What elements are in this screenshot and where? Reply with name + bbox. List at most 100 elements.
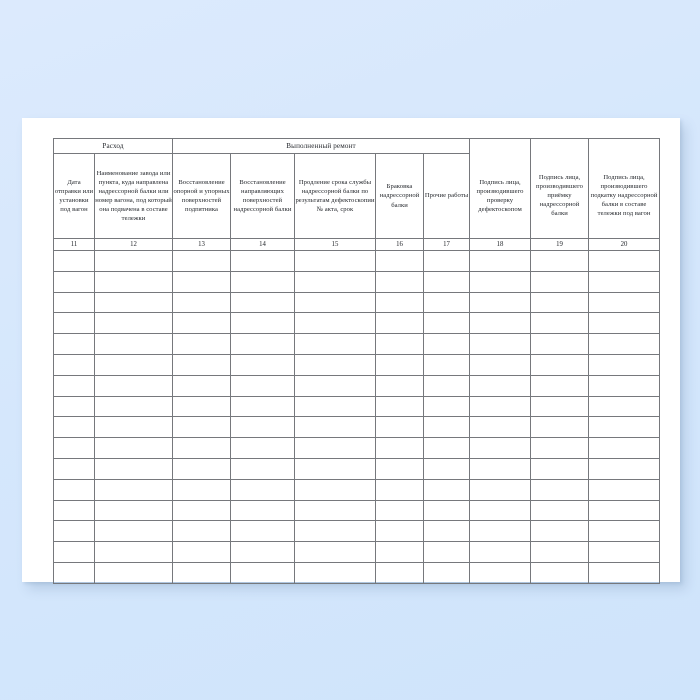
cell-col12[interactable]: [94, 374, 173, 397]
table-row[interactable]: [53, 561, 661, 584]
cell-col17[interactable]: [422, 312, 471, 335]
cell-col11[interactable]: [53, 374, 95, 397]
cell-col20[interactable]: [588, 520, 661, 543]
cell-col19[interactable]: [530, 561, 590, 584]
cell-col14[interactable]: [230, 353, 295, 376]
table-row[interactable]: [53, 499, 661, 522]
cell-col20[interactable]: [588, 437, 661, 459]
cell-col20[interactable]: [588, 478, 661, 501]
cell-col17[interactable]: [422, 541, 471, 563]
cell-col18[interactable]: [469, 333, 532, 355]
cell-col17[interactable]: [422, 374, 471, 397]
cell-col20[interactable]: [588, 270, 661, 293]
cell-col17[interactable]: [422, 416, 471, 439]
cell-col12[interactable]: [94, 291, 173, 314]
cell-col12[interactable]: [94, 353, 173, 376]
cell-col16[interactable]: [375, 561, 424, 584]
cell-col11[interactable]: [53, 561, 95, 584]
cell-col11[interactable]: [53, 250, 95, 272]
cell-col15[interactable]: [294, 395, 376, 418]
table-row[interactable]: [53, 374, 661, 397]
cell-col14[interactable]: [230, 291, 295, 314]
cell-col17[interactable]: [422, 499, 471, 522]
cell-col15[interactable]: [294, 374, 376, 397]
cell-col18[interactable]: [469, 395, 532, 418]
cell-col11[interactable]: [53, 291, 95, 314]
cell-col11[interactable]: [53, 270, 95, 293]
cell-col11[interactable]: [53, 520, 95, 543]
cell-col13[interactable]: [172, 499, 231, 522]
cell-col18[interactable]: [469, 457, 532, 480]
cell-col19[interactable]: [530, 291, 590, 314]
cell-col15[interactable]: [294, 353, 376, 376]
cell-col14[interactable]: [230, 437, 295, 459]
cell-col15[interactable]: [294, 437, 376, 459]
cell-col12[interactable]: [94, 499, 173, 522]
cell-col15[interactable]: [294, 561, 376, 584]
table-row[interactable]: [53, 291, 661, 314]
cell-col16[interactable]: [375, 478, 424, 501]
cell-col13[interactable]: [172, 353, 231, 376]
cell-col19[interactable]: [530, 520, 590, 543]
cell-col13[interactable]: [172, 333, 231, 355]
cell-col14[interactable]: [230, 333, 295, 355]
cell-col14[interactable]: [230, 499, 295, 522]
cell-col20[interactable]: [588, 561, 661, 584]
cell-col11[interactable]: [53, 312, 95, 335]
cell-col14[interactable]: [230, 312, 295, 335]
cell-col15[interactable]: [294, 499, 376, 522]
cell-col20[interactable]: [588, 395, 661, 418]
cell-col18[interactable]: [469, 478, 532, 501]
cell-col18[interactable]: [469, 250, 532, 272]
table-row[interactable]: [53, 395, 661, 418]
cell-col15[interactable]: [294, 478, 376, 501]
cell-col20[interactable]: [588, 416, 661, 439]
cell-col12[interactable]: [94, 333, 173, 355]
cell-col13[interactable]: [172, 416, 231, 439]
cell-col17[interactable]: [422, 520, 471, 543]
cell-col13[interactable]: [172, 541, 231, 563]
cell-col11[interactable]: [53, 416, 95, 439]
cell-col19[interactable]: [530, 437, 590, 459]
cell-col19[interactable]: [530, 270, 590, 293]
cell-col18[interactable]: [469, 270, 532, 293]
cell-col15[interactable]: [294, 416, 376, 439]
cell-col12[interactable]: [94, 437, 173, 459]
cell-col17[interactable]: [422, 561, 471, 584]
cell-col14[interactable]: [230, 395, 295, 418]
cell-col14[interactable]: [230, 250, 295, 272]
cell-col19[interactable]: [530, 312, 590, 335]
cell-col20[interactable]: [588, 353, 661, 376]
cell-col12[interactable]: [94, 270, 173, 293]
cell-col16[interactable]: [375, 312, 424, 335]
cell-col13[interactable]: [172, 312, 231, 335]
cell-col20[interactable]: [588, 291, 661, 314]
table-row[interactable]: [53, 250, 661, 272]
cell-col11[interactable]: [53, 437, 95, 459]
cell-col20[interactable]: [588, 541, 661, 563]
cell-col19[interactable]: [530, 416, 590, 439]
cell-col12[interactable]: [94, 250, 173, 272]
cell-col16[interactable]: [375, 437, 424, 459]
cell-col16[interactable]: [375, 353, 424, 376]
cell-col11[interactable]: [53, 478, 95, 501]
cell-col16[interactable]: [375, 395, 424, 418]
cell-col15[interactable]: [294, 312, 376, 335]
cell-col11[interactable]: [53, 541, 95, 563]
table-row[interactable]: [53, 437, 661, 459]
cell-col12[interactable]: [94, 457, 173, 480]
cell-col17[interactable]: [422, 291, 471, 314]
cell-col13[interactable]: [172, 374, 231, 397]
cell-col13[interactable]: [172, 437, 231, 459]
cell-col15[interactable]: [294, 270, 376, 293]
cell-col11[interactable]: [53, 457, 95, 480]
cell-col15[interactable]: [294, 333, 376, 355]
cell-col14[interactable]: [230, 374, 295, 397]
cell-col19[interactable]: [530, 333, 590, 355]
cell-col16[interactable]: [375, 374, 424, 397]
cell-col18[interactable]: [469, 353, 532, 376]
cell-col16[interactable]: [375, 270, 424, 293]
cell-col15[interactable]: [294, 250, 376, 272]
cell-col13[interactable]: [172, 291, 231, 314]
cell-col16[interactable]: [375, 520, 424, 543]
